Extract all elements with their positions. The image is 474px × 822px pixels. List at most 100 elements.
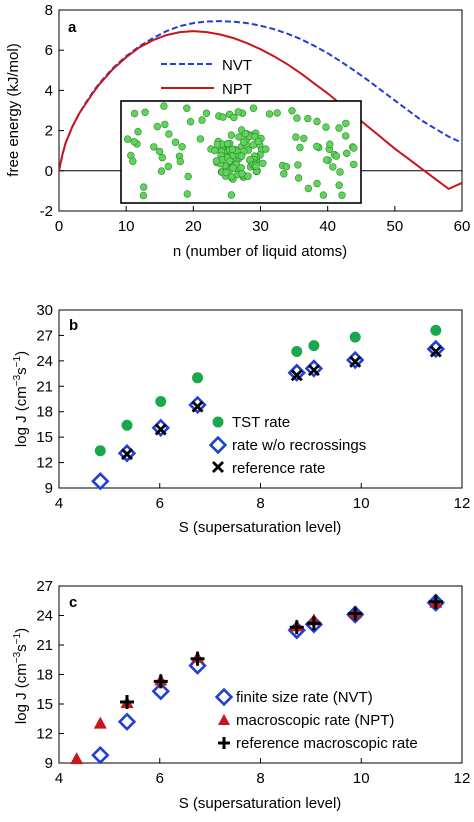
legend-label-finite-size: finite size rate (NVT) xyxy=(236,689,373,706)
data-point-cross xyxy=(307,364,320,377)
atom xyxy=(157,167,166,175)
data-point-cross xyxy=(191,400,204,413)
atom xyxy=(198,116,206,124)
atom xyxy=(336,168,344,176)
y-tick-label: 9 xyxy=(45,480,53,497)
cluster-atom xyxy=(228,145,237,154)
y-tick-label: 27 xyxy=(36,327,53,344)
y-tick-label: 12 xyxy=(36,726,53,743)
data-point-circle xyxy=(121,419,133,431)
legend-label-npt: NPT xyxy=(222,81,252,98)
inset-atoms xyxy=(123,102,358,200)
atom xyxy=(313,142,321,151)
cluster-atom xyxy=(240,138,248,146)
y-tick-label: 6 xyxy=(45,42,53,59)
data-point-diamond xyxy=(426,339,445,359)
data-point-plus xyxy=(190,651,205,666)
panel-b: 4 6 8 10 12 9 12 15 18 21 24 27 30 TST rate rate w/o… xyxy=(12,302,470,536)
atom xyxy=(338,191,346,199)
y-tick-label: 2 xyxy=(45,123,53,140)
cluster-atom xyxy=(235,133,243,141)
atom xyxy=(150,143,158,151)
atom xyxy=(176,157,185,166)
x-tick-label: 50 xyxy=(386,218,403,235)
panel-label-a: a xyxy=(68,19,77,36)
cluster-atom xyxy=(212,157,221,165)
x-tick-label: 40 xyxy=(319,218,336,235)
atom xyxy=(140,183,148,191)
atom xyxy=(171,138,180,146)
cluster-atom xyxy=(254,137,262,146)
x-tick-label: 8 xyxy=(256,770,264,787)
data-point-plus xyxy=(306,616,321,631)
atom xyxy=(300,134,308,143)
atom xyxy=(326,140,334,148)
cluster-atom xyxy=(213,140,222,149)
cluster-atom xyxy=(244,172,252,180)
atom xyxy=(153,122,162,131)
cluster-atom xyxy=(262,145,270,153)
data-point-triangle xyxy=(93,716,107,729)
atom xyxy=(322,123,330,131)
atom xyxy=(313,179,321,188)
legend-label-wo-recrossings: rate w/o recrossings xyxy=(232,437,366,454)
data-point-circle xyxy=(94,445,106,457)
data-point-triangle xyxy=(70,752,84,765)
legend-marker-macroscopic xyxy=(218,714,230,725)
data-point-diamond xyxy=(91,472,110,491)
x-axis-label-c: S (supersaturation level) xyxy=(179,795,342,812)
y-tick-label: 15 xyxy=(36,696,53,713)
atom xyxy=(249,104,258,112)
x-tick-label: 0 xyxy=(55,218,63,235)
x-tick-label: 6 xyxy=(156,770,164,787)
x-tick-label: 30 xyxy=(252,218,269,235)
y-tick-label: 18 xyxy=(36,404,53,421)
data-point-plus xyxy=(428,594,443,609)
data-point-plus xyxy=(289,620,304,635)
atom xyxy=(219,113,227,121)
atom xyxy=(282,163,291,171)
data-point-diamond xyxy=(287,363,306,382)
x-tick-label: 4 xyxy=(55,770,63,787)
atom xyxy=(183,190,192,198)
y-tick-label: 9 xyxy=(45,755,53,772)
atom xyxy=(319,191,328,199)
atom xyxy=(335,181,343,189)
x-tick-label: 10 xyxy=(353,770,370,787)
y-tick-label: 24 xyxy=(36,608,53,625)
panel-label-c: c xyxy=(69,594,77,611)
y-axis-label-a: free energy (kJ/mol) xyxy=(5,43,22,176)
atom xyxy=(342,132,350,140)
x-tick-label: 8 xyxy=(256,495,264,512)
panel-c: 4 6 8 10 12 9 12 15 18 21 24 27 finite size rate (N… xyxy=(12,578,470,812)
cluster-atom xyxy=(252,162,260,171)
data-point-plus xyxy=(120,695,135,710)
data-point-circle xyxy=(192,372,204,384)
x-tick-label: 10 xyxy=(118,218,135,235)
y-tick-label: 15 xyxy=(36,429,53,446)
data-point-circle xyxy=(430,324,442,336)
atom xyxy=(342,119,350,128)
data-point-circle xyxy=(155,396,167,408)
cluster-atom xyxy=(222,168,231,177)
x-tick-label: 12 xyxy=(454,770,471,787)
legend-label-reference-macroscopic: reference macroscopic rate xyxy=(236,735,418,752)
legend-label-tst: TST rate xyxy=(232,414,290,431)
cluster-atom xyxy=(251,132,259,141)
panel-label-b: b xyxy=(69,317,78,334)
x-tick-label: 20 xyxy=(185,218,202,235)
atom xyxy=(304,114,312,123)
y-tick-label: -2 xyxy=(40,203,53,220)
data-point-diamond xyxy=(117,712,137,731)
legend-marker-tst xyxy=(212,416,224,428)
cluster-atom xyxy=(238,152,246,160)
cluster-atom xyxy=(227,173,236,181)
legend-label-nvt: NVT xyxy=(222,57,252,74)
data-point-cross xyxy=(349,355,362,368)
cluster-atom xyxy=(229,164,237,172)
atom xyxy=(141,108,149,117)
atom xyxy=(227,191,236,199)
y-tick-label: 30 xyxy=(36,302,53,319)
atom xyxy=(165,130,173,138)
legend-marker-wo-recrossings xyxy=(208,435,228,455)
